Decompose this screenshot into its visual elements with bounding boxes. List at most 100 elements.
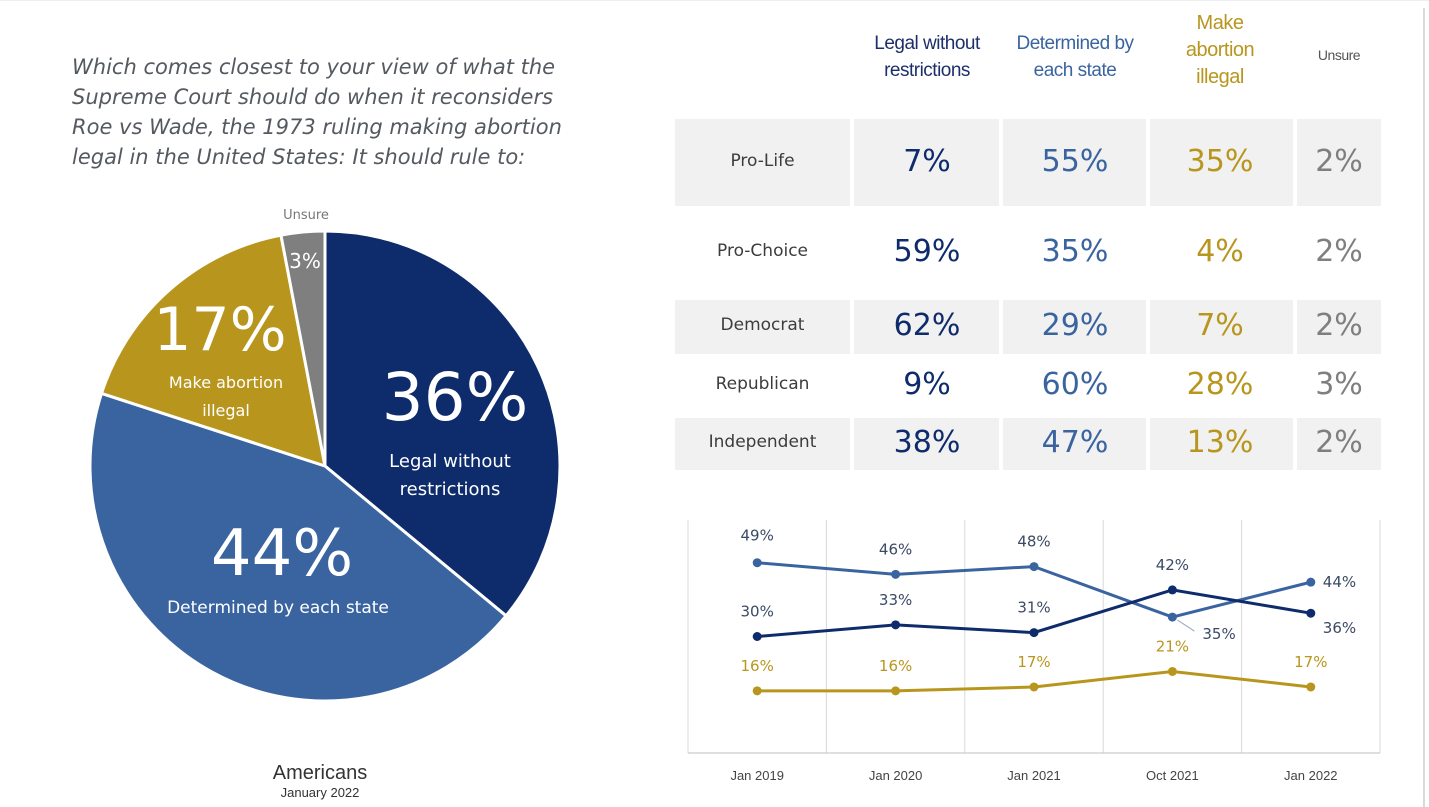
pie-value-legal: 36%: [382, 359, 529, 436]
pie-value-illegal: 17%: [153, 295, 286, 365]
table-column-separator: [850, 300, 854, 354]
x-tick-label: Oct 2021: [1146, 768, 1199, 783]
pie-label-state: Determined by each state: [167, 598, 389, 618]
data-label-state: 44%: [1323, 573, 1356, 591]
table-row-label: Pro-Life: [730, 150, 795, 171]
table-column-separator: [999, 418, 1003, 470]
data-label-state: 46%: [879, 540, 912, 558]
pie-label-legal-line1: Legal without: [389, 451, 511, 472]
table-column-separator: [1293, 418, 1297, 470]
table-cell-value: 7%: [903, 143, 951, 179]
table-cell-value: 62%: [893, 308, 961, 343]
pie-value-unsure: 3%: [289, 249, 321, 273]
data-label-legal: 30%: [741, 603, 774, 621]
table-cell-value: 3%: [1315, 366, 1363, 402]
x-tick-label: Jan 2022: [1284, 768, 1338, 783]
table-row-background: [675, 418, 1381, 470]
pie-chart: 36% Legal without restrictions 44% Determine…: [88, 208, 562, 703]
data-label-legal: 42%: [1156, 556, 1189, 574]
table-row-label: Independent: [708, 432, 817, 452]
data-point-illegal: [1029, 682, 1039, 692]
data-label-state: 35%: [1202, 625, 1235, 643]
data-point-illegal: [752, 686, 762, 696]
table-cell-value: 4%: [1196, 233, 1244, 269]
pie-slice-legal: [323, 229, 562, 618]
table-row-label: Republican: [715, 373, 810, 394]
x-tick-label: Jan 2019: [730, 768, 784, 783]
data-label-illegal: 17%: [1017, 653, 1050, 671]
table-column-separator: [999, 119, 1003, 206]
table-cell-value: 47%: [1041, 425, 1109, 460]
table-row-label: Democrat: [720, 315, 805, 335]
table-cell-value: 9%: [903, 366, 951, 402]
table-cell-value: 55%: [1041, 143, 1109, 179]
x-tick-label: Jan 2020: [869, 768, 923, 783]
pie-label-legal-line2: restrictions: [400, 479, 501, 500]
table-column-separator: [1146, 119, 1150, 206]
table-cell-value: 35%: [1041, 233, 1109, 269]
table-cell-value: 2%: [1315, 308, 1363, 343]
table-cell-value: 60%: [1041, 366, 1109, 402]
label-leader-line: [1177, 619, 1195, 632]
table-column-separator: [850, 418, 854, 470]
table-column-separator: [850, 119, 854, 206]
data-label-state: 49%: [741, 527, 774, 545]
survey-question: Which comes closest to your view of what…: [72, 55, 562, 169]
data-point-state: [891, 569, 901, 579]
pie-label-illegal-line2: illegal: [202, 401, 250, 420]
data-label-legal: 31%: [1017, 599, 1050, 617]
x-tick-label: Jan 2021: [1007, 768, 1061, 783]
table-cell-value: 2%: [1315, 143, 1363, 179]
data-label-state: 48%: [1017, 533, 1050, 551]
header-legal: Legal without restrictions: [874, 33, 980, 81]
right-border: [1423, 8, 1425, 807]
data-label-illegal: 16%: [879, 657, 912, 675]
table-row-background: [675, 119, 1381, 206]
table-cell-value: 59%: [893, 233, 961, 269]
data-point-state: [1167, 612, 1177, 622]
data-label-legal: 33%: [879, 591, 912, 609]
table-column-separator: [999, 300, 1003, 354]
data-point-illegal: [1167, 666, 1177, 676]
data-point-illegal: [1306, 682, 1316, 692]
table-cell-value: 28%: [1186, 366, 1254, 402]
data-label-legal: 36%: [1323, 619, 1356, 637]
pie-caption-main: Americans: [272, 762, 368, 784]
pie-slice-state: [88, 391, 509, 703]
table-column-separator: [1293, 119, 1297, 206]
pie-caption-sub: January 2022: [280, 785, 360, 800]
header-state: Determined by each state: [1016, 33, 1134, 81]
table-row-background: [675, 300, 1381, 354]
header-illegal: Make abortion illegal: [1185, 12, 1255, 88]
table-cell-value: 29%: [1041, 308, 1109, 343]
table-cell-value: 2%: [1315, 233, 1363, 269]
data-label-illegal: 21%: [1156, 637, 1189, 655]
pie-slice-illegal: [99, 233, 327, 469]
data-point-state: [1306, 577, 1316, 587]
table-column-separator: [1293, 300, 1297, 354]
header-unsure: Unsure: [1317, 47, 1361, 63]
data-label-illegal: 16%: [741, 657, 774, 675]
data-label-illegal: 17%: [1294, 653, 1327, 671]
table-cell-value: 13%: [1186, 425, 1254, 460]
data-point-legal: [891, 620, 901, 630]
data-point-state: [1029, 562, 1039, 572]
pie-value-state: 44%: [211, 517, 353, 591]
table-cell-value: 38%: [893, 425, 961, 460]
data-point-legal: [1029, 628, 1039, 638]
table-cell-value: 7%: [1196, 308, 1244, 343]
pie-caption: Americans January 2022: [200, 762, 440, 800]
data-point-illegal: [891, 686, 901, 696]
pie-slice-unsure: [279, 229, 327, 467]
table-cell-value: 2%: [1315, 425, 1363, 460]
data-point-legal: [752, 632, 762, 641]
data-point-state: [752, 558, 762, 568]
table-column-separator: [1146, 300, 1150, 354]
pie-label-unsure: Unsure: [283, 208, 329, 223]
top-border: [0, 0, 1429, 1]
data-point-legal: [1306, 608, 1316, 618]
table-cell-value: 35%: [1186, 143, 1254, 179]
table-column-separator: [1146, 418, 1150, 470]
pie-label-illegal-line1: Make abortion: [169, 373, 283, 392]
data-point-legal: [1167, 585, 1177, 595]
